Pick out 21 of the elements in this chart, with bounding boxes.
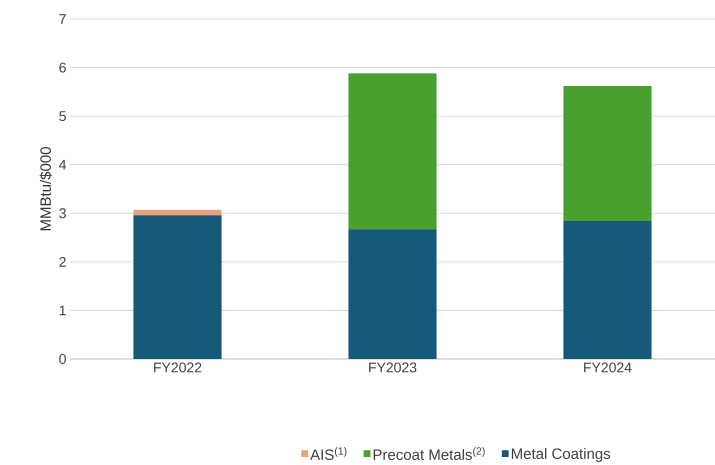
bar bbox=[348, 229, 437, 359]
y-tick-label: 0 bbox=[59, 354, 66, 364]
x-tick-label: FY2024 bbox=[584, 362, 632, 372]
y-tick-label: 1 bbox=[60, 306, 66, 316]
bar bbox=[133, 210, 222, 216]
x-tick-label: FY2022 bbox=[154, 362, 202, 372]
legend-label: Metal Coatings bbox=[512, 448, 610, 462]
y-axis-title: MMBtu/$000 bbox=[40, 147, 52, 230]
y-tick-label: 6 bbox=[59, 62, 66, 73]
legend-label: AIS$^{(1)}$ bbox=[310, 447, 346, 460]
y-tick-label: 2 bbox=[59, 256, 66, 267]
bar bbox=[563, 86, 652, 222]
y-tick-label: 4 bbox=[59, 160, 66, 170]
bar bbox=[133, 215, 222, 359]
bar bbox=[563, 221, 652, 359]
y-tick-label: 5 bbox=[59, 111, 66, 122]
legend-label: Precoat Metals$^{(2)}$ bbox=[374, 447, 485, 460]
y-tick-label: 7 bbox=[59, 14, 66, 24]
bar bbox=[348, 73, 437, 230]
x-tick-label: FY2023 bbox=[369, 362, 416, 372]
y-tick-label: 3 bbox=[59, 208, 66, 218]
